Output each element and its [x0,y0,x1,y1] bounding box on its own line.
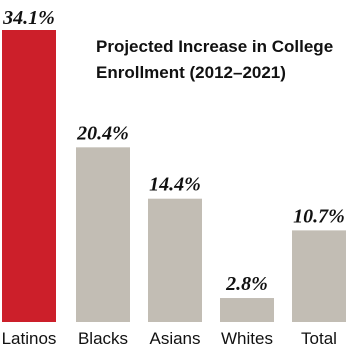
bars-group [2,30,346,322]
value-label-total: 10.7% [293,205,345,227]
chart-title-line-2: Enrollment (2012–2021) [96,63,286,82]
value-label-asians: 14.4% [149,174,201,196]
value-labels-group: 34.1% 20.4% 14.4% 2.8% 10.7% [2,7,345,295]
bar-blacks [76,147,130,322]
value-label-latinos: 34.1% [2,7,55,29]
bar-latinos [2,30,56,322]
value-label-whites: 2.8% [225,273,268,295]
bar-total [292,230,346,322]
chart-title-line-1: Projected Increase in College [96,37,333,56]
category-label-whites: Whites [221,329,273,348]
category-labels-group: Latinos Blacks Asians Whites Total [2,329,337,348]
category-label-latinos: Latinos [2,329,57,348]
bar-asians [148,198,202,322]
category-label-total: Total [301,329,337,348]
value-label-blacks: 20.4% [76,122,129,144]
bar-whites [220,298,274,322]
category-label-asians: Asians [149,329,200,348]
category-label-blacks: Blacks [78,329,128,348]
